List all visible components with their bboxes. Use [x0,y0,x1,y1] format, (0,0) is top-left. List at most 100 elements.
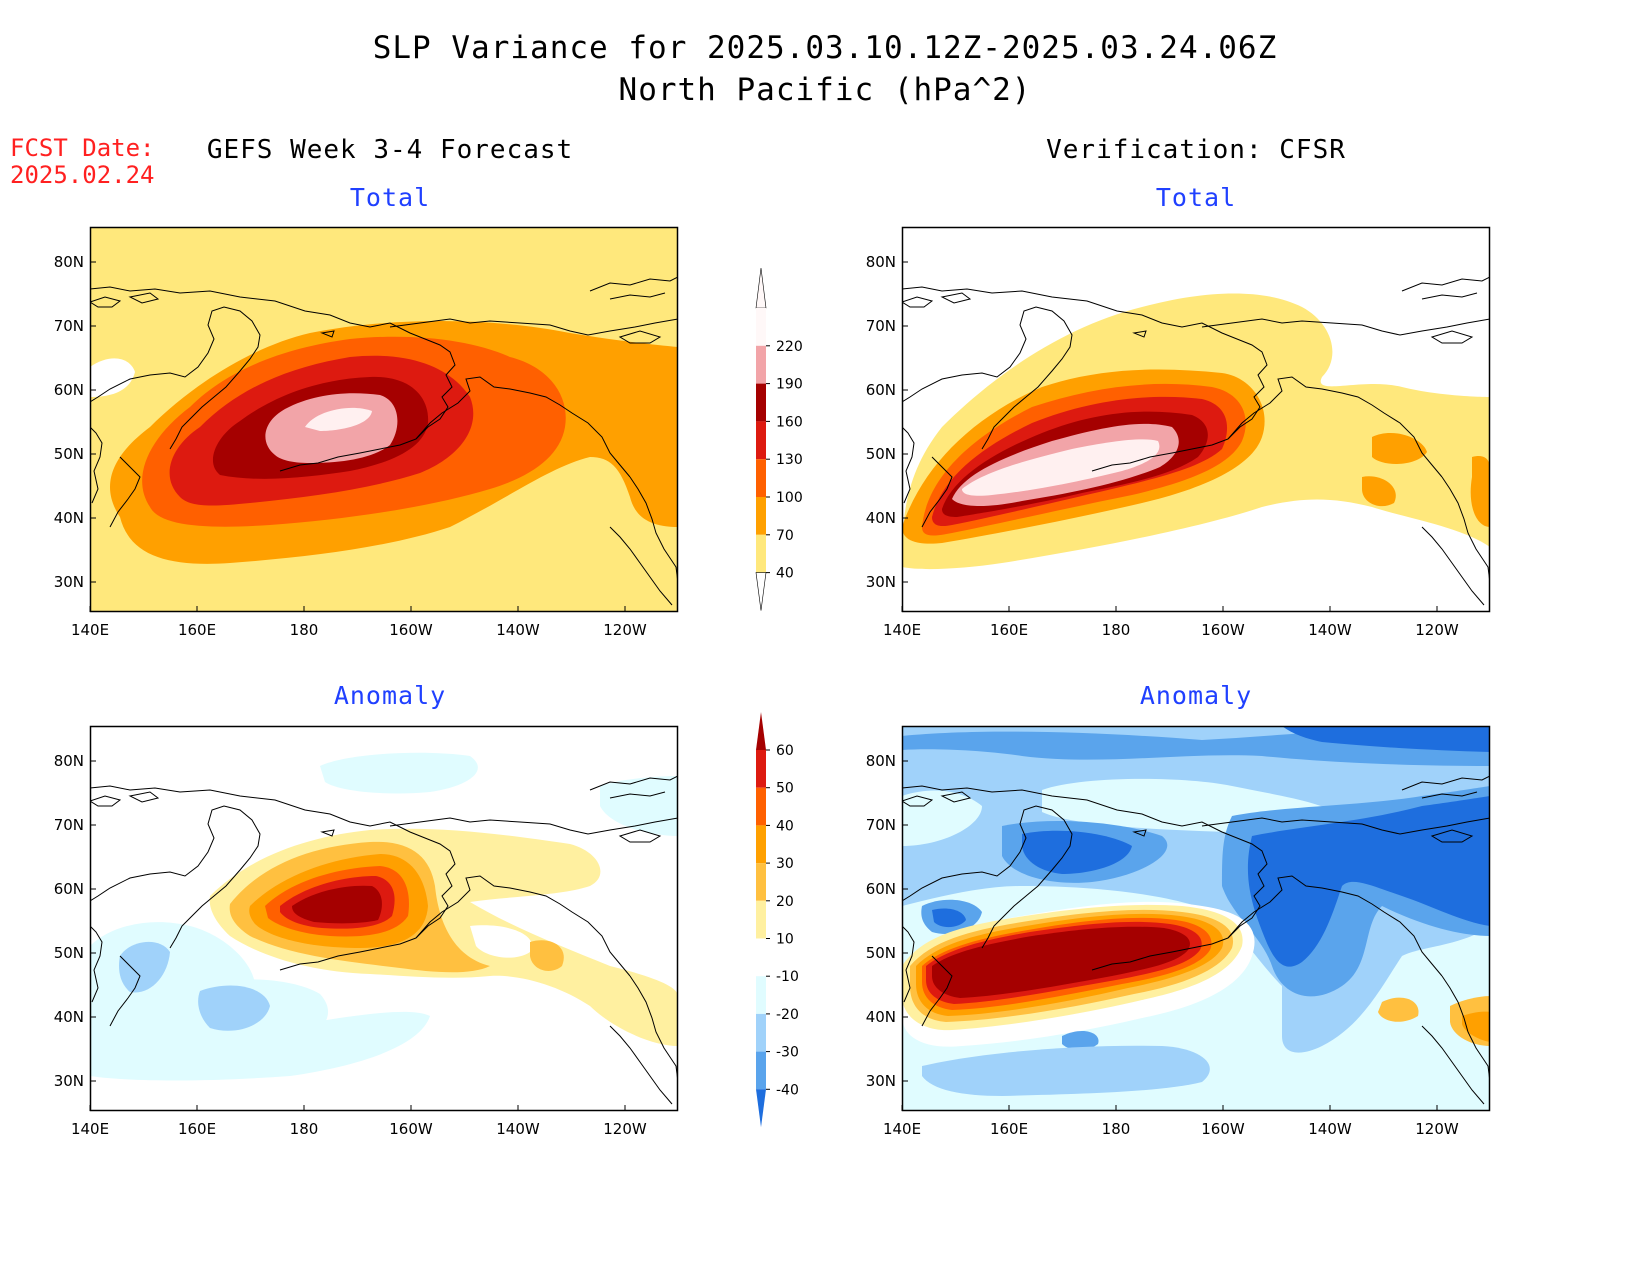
lon-tick-label: 140W [496,1120,540,1138]
verification-total-title: Total [1155,183,1237,212]
lat-tick-label: 30N [54,1072,84,1090]
lon-tick-label: 140E [883,1120,921,1138]
lon-tick-label: 180 [1102,621,1131,639]
forecast-total-map: 140E 160E 180 160W 140W 120W 30N 40N 50N 60N 70N 80… [54,226,679,639]
lat-tick-label: 40N [866,1008,896,1026]
lat-tick-label: 50N [54,944,84,962]
lon-tick-label: 140W [1308,1120,1352,1138]
lon-tick-label: 160E [178,1120,216,1138]
fcst-date-label: FCST Date: [10,134,155,162]
lat-tick-label: 70N [54,317,84,335]
lat-tick-label: 30N [54,573,84,591]
lat-tick-label: 30N [866,1072,896,1090]
colorbar-segment [756,383,766,422]
lat-tick-label: 50N [866,944,896,962]
colorbar-top-triangle [756,712,766,750]
lon-tick-label: 160E [990,1120,1028,1138]
forecast-total-title: Total [349,183,431,212]
lat-tick-label: 60N [54,880,84,898]
colorbar-segment [756,497,766,535]
lon-tick-label: 140W [496,621,540,639]
lon-tick-label: 160E [178,621,216,639]
lon-tick-label: 120W [1415,621,1459,639]
lat-tick-label: 80N [54,253,84,271]
main-subtitle: North Pacific (hPa^2) [618,72,1032,108]
verification-column-title: Verification: CFSR [1046,135,1346,165]
forecast-column-title: GEFS Week 3-4 Forecast [206,135,574,165]
lon-tick-label: 160W [1201,621,1245,639]
colorbar-segment [756,1013,766,1052]
colorbar-label: -40 [776,1082,799,1098]
colorbar-label: 30 [776,856,794,872]
colorbar-label: 160 [776,414,803,430]
fcst-date-value: 2025.02.24 [10,161,155,189]
colorbar-segment [756,308,766,346]
lon-tick-label: 140E [71,1120,109,1138]
colorbar-segment [756,459,766,497]
total-colorbar: 220 190 160 130 100 70 40 [740,265,820,611]
lat-tick-label: 70N [54,816,84,834]
colorbar-label: 40 [776,566,794,582]
colorbar-label: 20 [776,894,794,910]
verification-anomaly-title: Anomaly [1139,681,1253,710]
lat-tick-label: 30N [866,573,896,591]
colorbar-label: 220 [776,339,803,355]
anomaly-colorbar: 60 50 40 30 20 10 -10 -20 -30 -40 [740,710,820,1140]
lat-tick-label: 40N [54,509,84,527]
lon-tick-label: 160E [990,621,1028,639]
lon-tick-label: 120W [1415,1120,1459,1138]
colorbar-segment [756,976,766,1014]
colorbar-top-triangle [755,267,767,309]
colorbar-label: 100 [776,490,803,506]
lon-tick-label: 180 [290,621,319,639]
verification-total-map: 140E 160E 180 160W 140W 120W 30N 40N 50N 60N 70N 80… [866,226,1491,639]
colorbar-label: -20 [776,1007,799,1023]
lon-tick-label: 160W [389,1120,433,1138]
lon-tick-label: 180 [1102,1120,1131,1138]
forecast-anomaly-title: Anomaly [333,681,447,710]
colorbar-label: 190 [776,377,803,393]
colorbar-segment [756,863,766,901]
forecast-anomaly-map: 140E 160E 180 160W 140W 120W 30N 40N 50N 60N 70N 80… [54,725,679,1138]
lon-tick-label: 140E [71,621,109,639]
lon-tick-label: 120W [603,621,647,639]
lat-tick-label: 70N [866,317,896,335]
lat-tick-label: 50N [54,445,84,463]
colorbar-segment [756,534,766,573]
main-title: SLP Variance for 2025.03.10.12Z-2025.03.… [372,30,1278,66]
lon-tick-label: 160W [1201,1120,1245,1138]
colorbar-segment [756,900,766,939]
colorbar-segment [756,938,766,977]
colorbar-bottom-triangle [756,1089,766,1128]
lat-tick-label: 80N [866,253,896,271]
colorbar-bottom-triangle [755,572,767,611]
colorbar-segment [756,825,766,864]
colorbar-segment [756,345,766,384]
colorbar-segment [756,1051,766,1090]
lat-tick-label: 70N [866,816,896,834]
lon-tick-label: 140W [1308,621,1352,639]
lat-tick-label: 40N [866,509,896,527]
colorbar-label: 70 [776,528,794,544]
lat-tick-label: 60N [866,381,896,399]
colorbar-segment [756,421,766,460]
colorbar-label: -30 [776,1045,799,1061]
lon-tick-label: 120W [603,1120,647,1138]
lat-tick-label: 60N [866,880,896,898]
colorbar-label: 60 [776,743,794,759]
lon-tick-label: 140E [883,621,921,639]
verification-anomaly-map: 140E 160E 180 160W 140W 120W 30N 40N 50N 60N 70N 80… [866,725,1491,1138]
lat-tick-label: 80N [54,752,84,770]
lat-tick-label: 80N [866,752,896,770]
colorbar-segment [756,750,766,788]
lon-tick-label: 180 [290,1120,319,1138]
colorbar-label: 10 [776,932,794,948]
colorbar-label: -10 [776,969,799,985]
lon-tick-label: 160W [389,621,433,639]
colorbar-label: 50 [776,781,794,797]
lat-tick-label: 60N [54,381,84,399]
colorbar-segment [756,787,766,826]
lat-tick-label: 50N [866,445,896,463]
colorbar-label: 40 [776,818,794,834]
lat-tick-label: 40N [54,1008,84,1026]
